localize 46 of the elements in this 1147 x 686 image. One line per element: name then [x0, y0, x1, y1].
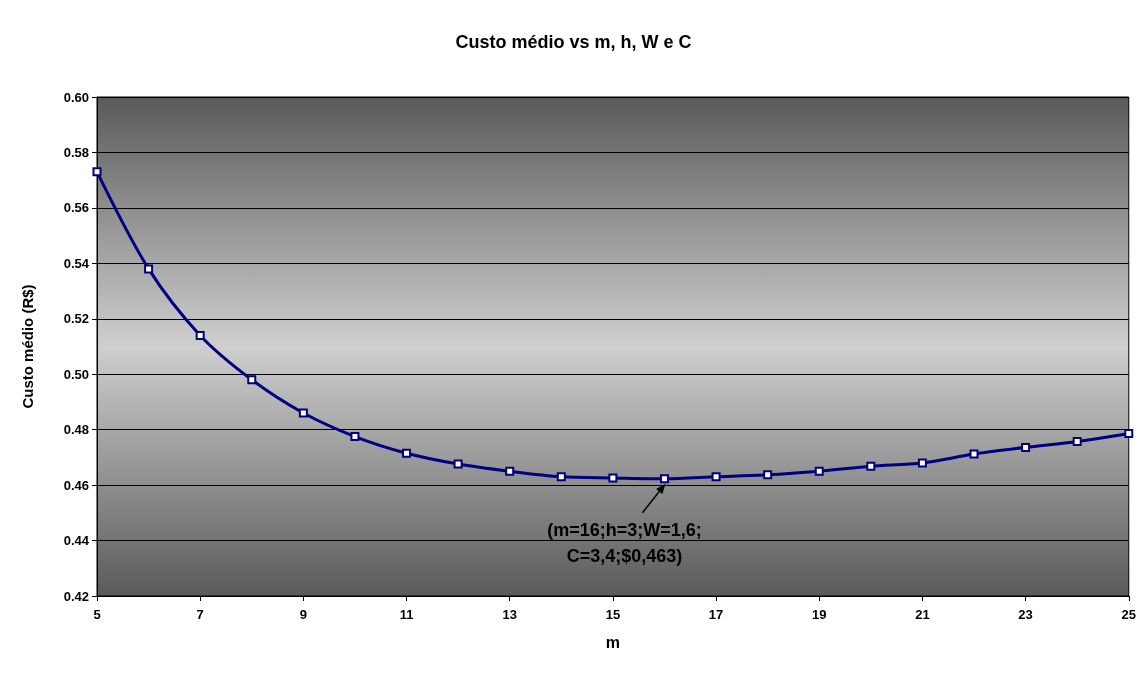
point — [298, 408, 308, 418]
point — [402, 448, 412, 458]
point — [969, 449, 979, 459]
point — [144, 264, 154, 274]
point — [608, 473, 618, 483]
chart-title: Custo médio vs m, h, W e C — [455, 32, 692, 52]
point — [866, 461, 876, 471]
x-tick-label: 19 — [812, 607, 827, 622]
point — [711, 472, 721, 482]
y-tick-label: 0.56 — [63, 200, 89, 216]
y-tick-label: 0.44 — [63, 533, 90, 549]
point — [814, 466, 824, 476]
point — [917, 458, 927, 468]
point — [247, 375, 257, 385]
y-tick-label: 0.52 — [63, 311, 89, 327]
x-tick-label: 15 — [605, 607, 621, 622]
x-tick-label: 11 — [399, 607, 414, 622]
x-axis-title: m — [605, 633, 620, 651]
y-tick-label: 0.58 — [63, 144, 89, 160]
x-tick-label: 23 — [1018, 607, 1033, 622]
point — [195, 330, 205, 340]
y-tick-label: 0.50 — [63, 366, 89, 382]
y-tick-label: 0.60 — [63, 89, 89, 105]
point — [505, 466, 515, 476]
x-tick-label: 17 — [708, 607, 724, 622]
point — [92, 167, 102, 177]
x-tick-label: 13 — [502, 607, 517, 622]
point — [659, 474, 669, 484]
x-tick-label: 21 — [915, 607, 930, 622]
x-tick-label: 5 — [93, 607, 101, 622]
point — [1021, 442, 1031, 452]
point — [1124, 429, 1134, 439]
x-tick-label: 7 — [196, 607, 204, 622]
annotation: (m=16;h=3;W=1,6; C=3,4;$0,463) — [547, 519, 702, 566]
point — [453, 459, 463, 469]
x-tick-label: 9 — [299, 607, 307, 622]
point — [763, 470, 773, 480]
point — [1072, 437, 1082, 447]
point — [350, 432, 360, 442]
y-tick-label: 0.48 — [63, 422, 89, 438]
y-tick-label: 0.42 — [63, 588, 89, 604]
y-tick-label: 0.54 — [63, 255, 90, 271]
point — [556, 472, 566, 482]
y-axis-title: Custo médio (R$) — [19, 284, 36, 409]
y-tick-label: 0.46 — [63, 477, 89, 493]
x-tick-label: 25 — [1121, 607, 1136, 622]
